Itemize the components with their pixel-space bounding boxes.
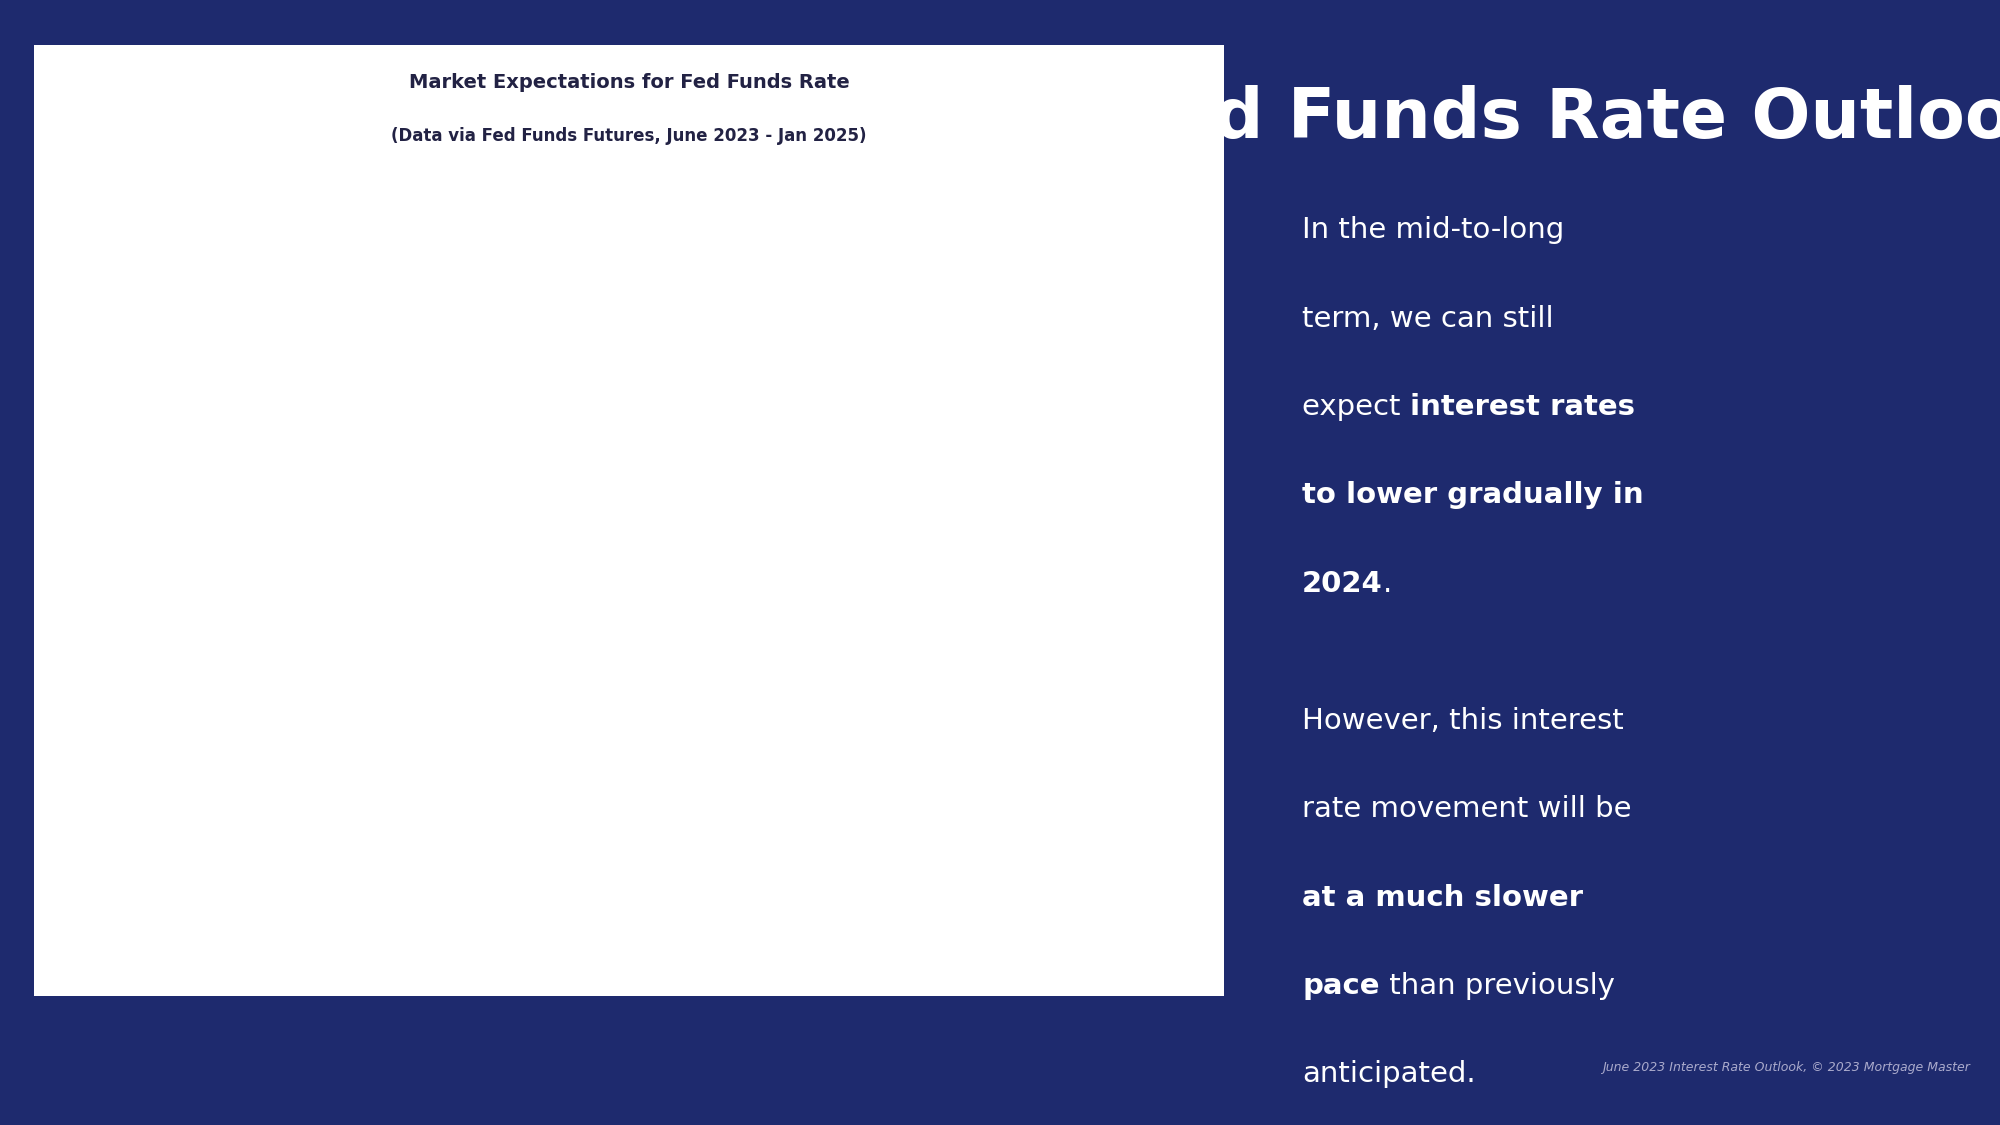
Text: June 2023 Interest Rate Outlook, © 2023 Mortgage Master: June 2023 Interest Rate Outlook, © 2023 …: [1602, 1061, 1970, 1074]
Text: interest rates: interest rates: [1410, 393, 1634, 421]
Text: .: .: [1382, 569, 1392, 597]
Text: Fed Funds Rate Outlook: Fed Funds Rate Outlook: [1122, 84, 2000, 152]
Text: 5.19%: 5.19%: [520, 307, 560, 321]
Text: 4.41%: 4.41%: [836, 547, 876, 560]
Text: 3.96%: 3.96%: [970, 704, 1010, 717]
Text: 5.31%: 5.31%: [362, 270, 402, 284]
Text: 5.14%: 5.14%: [572, 323, 612, 335]
Text: 4.12%: 4.12%: [890, 636, 930, 649]
Text: 4.90%: 4.90%: [678, 396, 718, 410]
Text: than previously: than previously: [1380, 972, 1614, 1000]
Text: 5.31%: 5.31%: [468, 270, 508, 284]
Text: 2024: 2024: [1302, 569, 1382, 597]
Text: (Data via Fed Funds Futures, June 2023 - Jan 2025): (Data via Fed Funds Futures, June 2023 -…: [392, 127, 866, 145]
Text: 5.06%: 5.06%: [626, 346, 666, 360]
Text: However, this interest: However, this interest: [1302, 706, 1624, 735]
Text: term, we can still: term, we can still: [1302, 305, 1554, 333]
Text: at a much slower: at a much slower: [1302, 883, 1584, 911]
Text: 5.11%: 5.11%: [204, 332, 244, 344]
Text: 5.27%: 5.27%: [256, 282, 296, 296]
Text: Market Expectations for Fed Funds Rate: Market Expectations for Fed Funds Rate: [408, 73, 850, 92]
Text: 4.68%: 4.68%: [732, 464, 772, 477]
Text: 4.49%: 4.49%: [784, 522, 824, 536]
Text: rate movement will be: rate movement will be: [1302, 795, 1632, 824]
Text: to lower gradually in: to lower gradually in: [1302, 482, 1644, 510]
Text: 5.33%: 5.33%: [414, 264, 454, 277]
Text: pace: pace: [1302, 972, 1380, 1000]
Text: In the mid-to-long: In the mid-to-long: [1302, 216, 1564, 244]
Text: expect: expect: [1302, 393, 1410, 421]
Text: 5.28%: 5.28%: [308, 279, 348, 292]
Text: anticipated.: anticipated.: [1302, 1061, 1476, 1088]
Text: 5.08%: 5.08%: [150, 341, 190, 354]
